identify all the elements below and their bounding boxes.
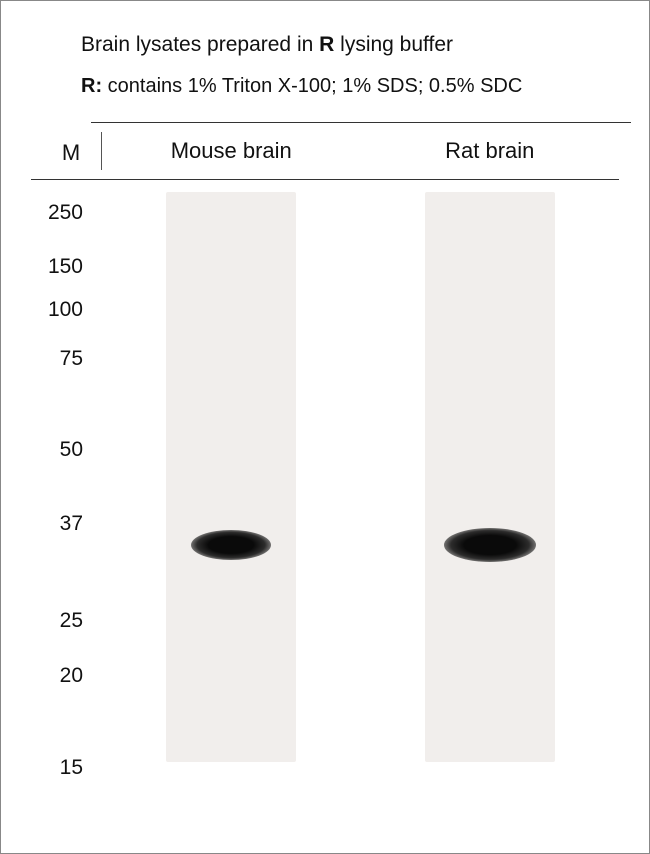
title-block: Brain lysates prepared in R lysing buffe… xyxy=(31,25,619,116)
title-line-2: R: contains 1% Triton X-100; 1% SDS; 0.5… xyxy=(81,75,599,98)
band-rat xyxy=(444,528,536,562)
title1-suffix: lysing buffer xyxy=(334,33,453,56)
marker-50: 50 xyxy=(60,438,83,462)
lane-header-mouse: Mouse brain xyxy=(102,138,361,164)
title2-rest: contains 1% Triton X-100; 1% SDS; 0.5% S… xyxy=(102,75,522,97)
marker-column: 250 150 100 75 50 37 25 20 15 xyxy=(31,182,101,792)
figure-frame: Brain lysates prepared in R lysing buffe… xyxy=(0,0,650,854)
title1-bold: R xyxy=(319,33,334,56)
marker-75: 75 xyxy=(60,347,83,371)
marker-20: 20 xyxy=(60,664,83,688)
marker-100: 100 xyxy=(48,298,83,322)
lane-header-row: M Mouse brain Rat brain xyxy=(31,123,619,179)
marker-250: 250 xyxy=(48,201,83,225)
band-mouse xyxy=(191,530,271,560)
marker-15: 15 xyxy=(60,756,83,780)
lanes-container xyxy=(101,182,619,792)
gel-area: 250 150 100 75 50 37 25 20 15 xyxy=(31,182,619,792)
marker-37: 37 xyxy=(60,512,83,536)
marker-150: 150 xyxy=(48,255,83,279)
marker-25: 25 xyxy=(60,609,83,633)
lane-mouse xyxy=(166,192,296,762)
title2-bold: R: xyxy=(81,75,102,97)
title-line-1: Brain lysates prepared in R lysing buffe… xyxy=(81,33,599,57)
marker-header: M xyxy=(41,140,101,166)
lane-header-rat: Rat brain xyxy=(361,138,620,164)
header-rule-bottom xyxy=(31,179,619,180)
title1-prefix: Brain lysates prepared in xyxy=(81,33,319,56)
lane-rat xyxy=(425,192,555,762)
